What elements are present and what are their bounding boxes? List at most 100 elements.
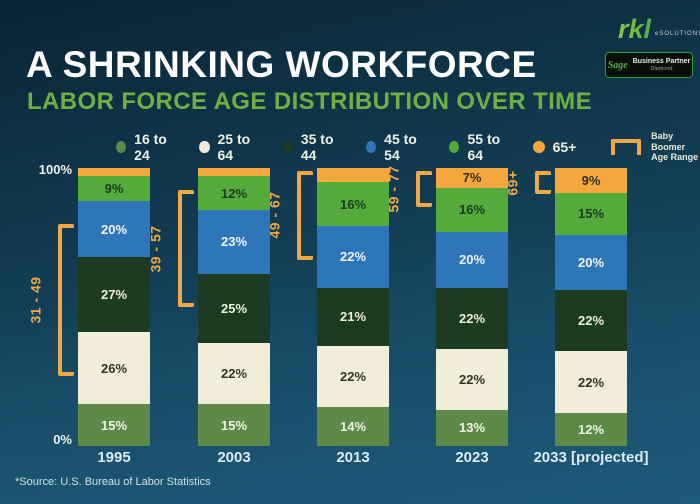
baby-boomer-range-text: 31 - 49 <box>28 276 44 324</box>
bar-segment-35-to-44: 25% <box>198 273 270 344</box>
segment-percent-label: 16% <box>458 202 486 218</box>
bar-segment-25-to-64: 22% <box>555 351 627 413</box>
baby-boomer-bracket <box>416 170 432 207</box>
baby-boomer-range-label: 69+ <box>493 169 533 196</box>
baby-boomer-bracket-icon <box>611 139 642 155</box>
bar-segment-45-to-54: 20% <box>78 201 150 257</box>
segment-percent-label: 15% <box>100 417 128 433</box>
bar-segment-35-to-44: 21% <box>317 287 389 346</box>
sage-partner-badge: Sage Business Partner Diamond <box>605 52 693 78</box>
legend-label: 65+ <box>552 139 577 155</box>
bar-segment-45-to-54: 20% <box>555 234 627 291</box>
legend-dot-icon <box>449 141 460 153</box>
segment-percent-label: 7% <box>462 170 482 186</box>
page-title: A SHRINKING WORKFORCE <box>26 44 537 85</box>
badge-label: Business Partner <box>632 58 691 65</box>
segment-percent-label: 9% <box>104 181 124 197</box>
bar-segment-35-to-44: 22% <box>555 290 627 352</box>
bar-segment-25-to-64: 22% <box>317 345 389 408</box>
x-axis-year-label: 2033 [projected] <box>533 449 649 466</box>
bar-segment-35-to-44: 22% <box>436 287 508 349</box>
bar-segment-25-to-64: 22% <box>436 348 508 410</box>
segment-percent-label: 27% <box>100 287 128 303</box>
badge-tier: Diamond <box>650 65 673 72</box>
legend-label: 35 to 44 <box>300 131 334 163</box>
sage-logo: Sage <box>607 59 628 71</box>
bar-2023: 13% 22% 22% 20% 16% 7% <box>436 168 508 446</box>
bar-segment-65+ <box>317 168 389 182</box>
legend-item-55-to-64: 55 to 64 <box>449 131 511 163</box>
y-axis-0-label: 0% <box>53 432 72 447</box>
bar-segment-45-to-54: 22% <box>317 226 389 288</box>
bar-segment-65+: 7% <box>436 168 508 188</box>
y-axis-100-label: 100% <box>38 162 72 177</box>
legend: 16 to 24 25 to 64 35 to 44 45 to 54 55 to 64… <box>116 131 700 163</box>
legend-label: 16 to 24 <box>134 131 167 163</box>
bar-segment-45-to-54: 20% <box>436 231 508 288</box>
legend-label: 45 to 54 <box>384 131 417 163</box>
bar-segment-65+: 9% <box>555 168 627 194</box>
bar-segment-25-to-64: 26% <box>78 332 150 405</box>
bar-segment-16-to-24: 15% <box>78 404 150 446</box>
baby-boomer-range-text: 69+ <box>505 169 521 196</box>
rkl-logo-text: rkl <box>618 14 652 44</box>
bar-2013: 14% 22% 21% 22% 16% <box>317 168 389 446</box>
legend-item-25-to-64: 25 to 64 <box>199 131 261 163</box>
bar-segment-65+ <box>198 168 270 177</box>
segment-percent-label: 21% <box>339 309 367 325</box>
bar-segment-55-to-64: 15% <box>555 193 627 235</box>
segment-percent-label: 22% <box>458 371 486 387</box>
baby-boomer-range-label: 31 - 49 <box>16 224 56 377</box>
segment-percent-label: 22% <box>220 366 248 382</box>
segment-percent-label: 13% <box>458 420 486 436</box>
bar-segment-55-to-64: 12% <box>198 176 270 210</box>
bar-segment-16-to-24: 12% <box>555 412 627 446</box>
bar-2033: 12% 22% 22% 20% 15% 9% <box>555 168 627 446</box>
segment-percent-label: 25% <box>220 300 248 316</box>
baby-boomer-legend-label: Baby Boomer Age Range <box>651 131 699 163</box>
segment-percent-label: 22% <box>339 369 367 385</box>
stacked-bar-chart: 100% 0% 15% 26% 27% 20% 9% 1995 15% 22% 25% 23% 12… <box>0 162 700 468</box>
legend-dot-icon <box>282 141 293 153</box>
bar-segment-55-to-64: 16% <box>436 187 508 232</box>
segment-percent-label: 26% <box>100 360 128 376</box>
segment-percent-label: 22% <box>339 249 367 265</box>
source-note: *Source: U.S. Bureau of Labor Statistics <box>15 476 211 488</box>
bar-2003: 15% 22% 25% 23% 12% <box>198 168 270 446</box>
legend-dot-icon <box>532 141 545 153</box>
x-axis-year-label: 2023 <box>455 449 489 466</box>
segment-percent-label: 22% <box>577 374 605 390</box>
plot-area: 15% 26% 27% 20% 9% 1995 15% 22% 25% 23% 12% 2003 14%… <box>0 165 700 466</box>
baby-boomer-range-text: 39 - 57 <box>148 225 164 273</box>
segment-percent-label: 20% <box>577 255 605 271</box>
baby-boomer-range-text: 49 - 67 <box>267 191 283 239</box>
bar-segment-25-to-64: 22% <box>198 343 270 405</box>
legend-dot-icon <box>365 141 377 153</box>
legend-baby-boomer: Baby Boomer Age Range <box>611 131 700 163</box>
segment-percent-label: 22% <box>458 310 486 326</box>
bar-segment-16-to-24: 14% <box>317 407 389 446</box>
baby-boomer-range-label: 59 - 77 <box>374 165 414 212</box>
legend-item-16-to-24: 16 to 24 <box>116 131 178 163</box>
segment-percent-label: 12% <box>577 421 605 437</box>
baby-boomer-bracket <box>58 223 74 377</box>
bar-segment-55-to-64: 9% <box>78 176 150 202</box>
segment-percent-label: 20% <box>458 252 486 268</box>
page-subtitle: LABOR FORCE AGE DISTRIBUTION OVER TIME <box>27 88 592 115</box>
baby-boomer-bracket <box>178 190 194 307</box>
badge-text: Business Partner Diamond <box>633 58 691 72</box>
x-axis-year-label: 2003 <box>217 449 251 466</box>
legend-dot-icon <box>199 141 210 153</box>
rkl-logo: rkl eSOLUTIONS <box>618 14 700 44</box>
baby-boomer-range-label: 49 - 67 <box>255 171 295 260</box>
x-axis-year-label: 2013 <box>336 449 370 466</box>
segment-percent-label: 9% <box>581 173 601 189</box>
legend-dot-icon <box>116 141 127 153</box>
bar-segment-16-to-24: 15% <box>198 404 270 446</box>
segment-percent-label: 20% <box>100 221 128 237</box>
segment-percent-label: 16% <box>339 196 367 212</box>
segment-percent-label: 15% <box>577 206 605 222</box>
bar-1995: 15% 26% 27% 20% 9% <box>78 168 150 446</box>
segment-percent-label: 15% <box>220 417 248 433</box>
